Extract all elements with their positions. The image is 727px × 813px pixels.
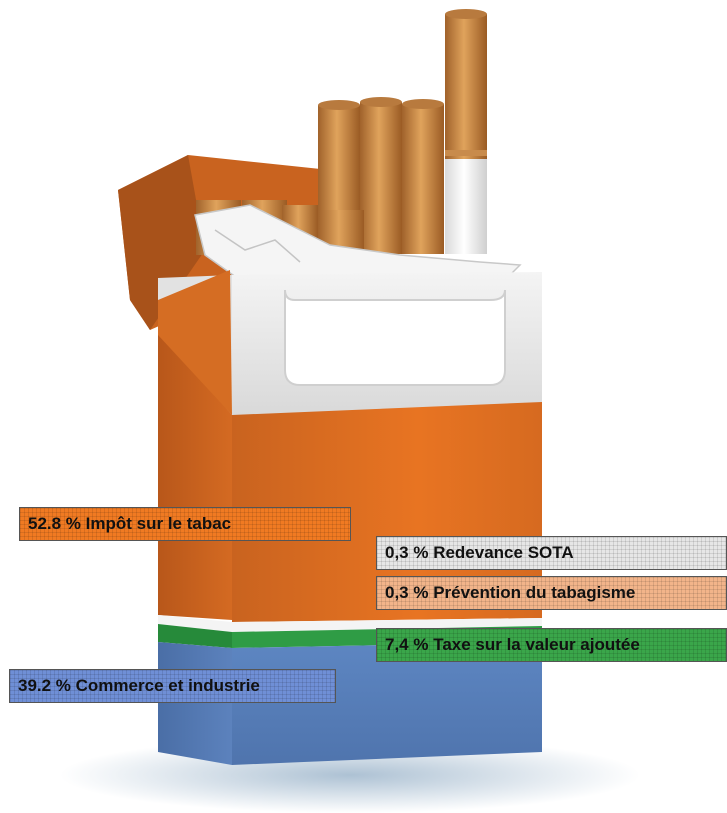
label-redevance-sota: 0,3 % Redevance SOTA (376, 536, 727, 570)
label-commerce-industrie: 39.2 % Commerce et industrie (9, 669, 336, 703)
label-impot-tabac: 52.8 % Impôt sur le tabac (19, 507, 351, 541)
cigarettes (196, 9, 487, 255)
label-prevention-tabagisme: 0,3 % Prévention du tabagisme (376, 576, 727, 610)
label-taxe-valeur-ajoutee: 7,4 % Taxe sur la valeur ajoutée (376, 628, 727, 662)
pack-collar (158, 272, 542, 420)
